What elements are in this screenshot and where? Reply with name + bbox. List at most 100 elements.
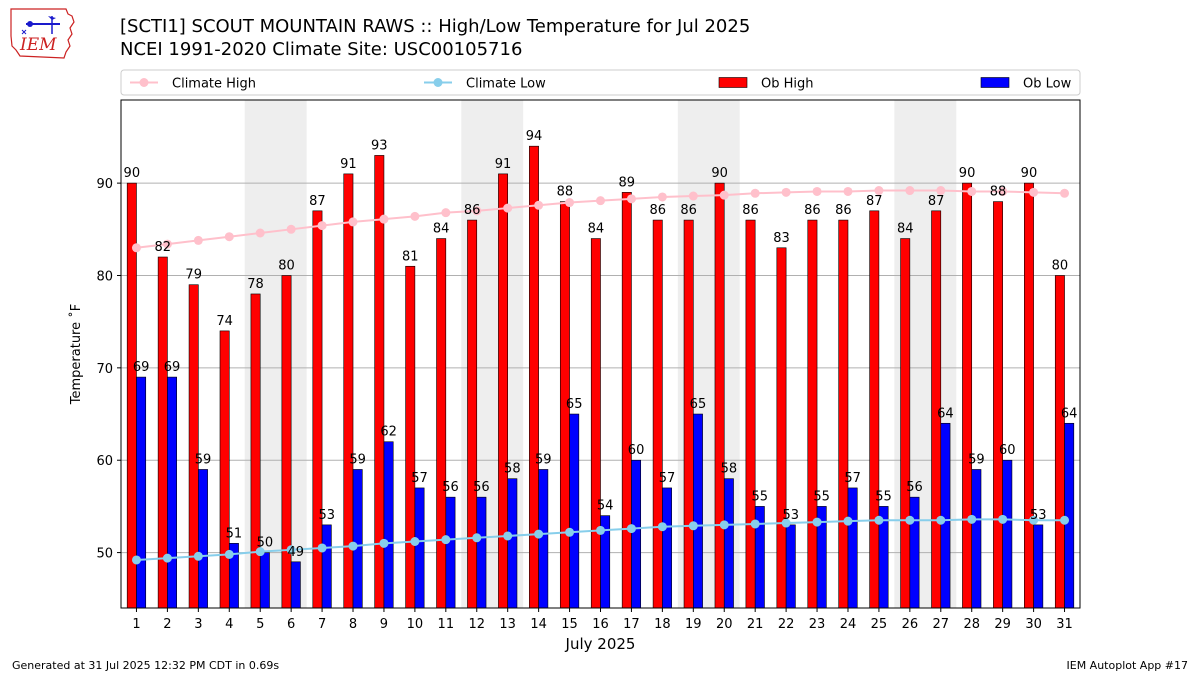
ob-low-bar — [321, 524, 332, 609]
ob-high-bar — [900, 238, 911, 609]
ob-low-bar — [136, 376, 147, 609]
climate-low-point — [441, 535, 451, 545]
climate-low-point — [224, 549, 234, 559]
climate-high-point — [967, 186, 977, 196]
climate-high-point — [1060, 188, 1070, 198]
ob-high-bar — [745, 219, 756, 609]
ob-high-bar — [838, 219, 849, 609]
y-axis-label: Temperature ˚F — [68, 304, 84, 405]
ob-low-label: 59 — [349, 452, 366, 467]
ob-low-label: 56 — [473, 480, 490, 495]
climate-high-point — [657, 192, 667, 202]
climate-low-point — [626, 524, 636, 534]
ob-low-bar — [569, 413, 580, 609]
ob-low-label: 59 — [535, 452, 552, 467]
climate-low-point — [286, 545, 296, 555]
y-tick-label: 60 — [96, 454, 113, 469]
x-tick-label: 27 — [933, 617, 950, 632]
x-tick-label: 15 — [561, 617, 578, 632]
ob-high-label: 84 — [433, 222, 450, 237]
ob-low-label: 54 — [597, 499, 614, 514]
chart-subtitle: NCEI 1991-2020 Climate Site: USC00105716 — [120, 39, 523, 60]
climate-high-point — [998, 186, 1008, 196]
climate-low-point — [812, 517, 822, 527]
climate-low-point — [534, 529, 544, 539]
ob-low-bar — [414, 487, 425, 609]
ob-low-label: 69 — [164, 360, 181, 375]
climate-high-point — [596, 196, 605, 206]
x-tick-label: 26 — [902, 617, 919, 632]
x-tick-label: 22 — [778, 617, 795, 632]
ob-high-label: 80 — [278, 258, 295, 273]
ob-low-bar — [1002, 459, 1013, 609]
app-label: IEM Autoplot App #17 — [1066, 659, 1189, 672]
x-tick-label: 18 — [654, 617, 671, 632]
x-tick-label: 13 — [499, 617, 516, 632]
ob-high-bar — [219, 330, 230, 609]
ob-low-bar — [971, 469, 982, 609]
climate-high-point — [224, 232, 234, 242]
climate-low-point — [472, 533, 482, 543]
ob-low-bar — [259, 552, 270, 609]
ob-low-label: 59 — [195, 452, 212, 467]
ob-high-label: 87 — [928, 194, 945, 209]
climate-low-point — [317, 543, 327, 553]
ob-low-label: 60 — [628, 443, 645, 458]
climate-high-legend-label: Climate High — [172, 77, 256, 92]
x-axis-label: July 2025 — [565, 635, 636, 653]
x-tick-label: 11 — [438, 617, 455, 632]
x-tick-label: 29 — [994, 617, 1011, 632]
ob-high-bar — [250, 293, 261, 609]
ob-high-bar — [652, 219, 663, 609]
climate-low-point — [843, 516, 853, 526]
climate-high-point — [503, 203, 513, 213]
climate-low-point — [719, 520, 729, 530]
climate-low-point — [131, 555, 141, 565]
x-tick-label: 12 — [468, 617, 485, 632]
ob-low-bar — [847, 487, 858, 609]
ob-high-bar — [590, 238, 601, 609]
climate-low-point — [967, 514, 977, 524]
climate-high-point — [750, 188, 760, 198]
ob-low-label: 60 — [999, 443, 1016, 458]
ob-high-label: 81 — [402, 249, 419, 264]
climate-low-point — [162, 553, 172, 563]
ob-high-label: 80 — [1052, 258, 1069, 273]
ob-high-bar — [1054, 275, 1065, 609]
ob-high-label: 78 — [247, 277, 264, 292]
ob-high-label: 87 — [866, 194, 883, 209]
ob-high-label: 74 — [216, 314, 233, 329]
ob-high-label: 90 — [1021, 166, 1038, 181]
x-tick-label: 6 — [287, 617, 295, 632]
ob-low-bar — [631, 459, 642, 609]
ob-low-bar — [507, 478, 518, 609]
ob-low-label: 57 — [659, 471, 676, 486]
ob-high-bar — [869, 210, 880, 609]
climate-high-point — [905, 186, 915, 196]
ob-low-label: 65 — [690, 397, 707, 412]
ob-high-legend-swatch — [718, 77, 748, 88]
x-tick-label: 4 — [225, 617, 233, 632]
ob-low-label: 58 — [721, 462, 738, 477]
ob-low-bar — [693, 413, 703, 609]
ob-high-label: 88 — [990, 185, 1007, 200]
climate-low-point — [998, 514, 1008, 524]
climate-low-point — [936, 515, 946, 525]
x-tick-label: 5 — [256, 617, 264, 632]
ob-low-label: 64 — [1061, 406, 1078, 421]
climate-low-point — [596, 525, 605, 535]
y-tick-label: 70 — [96, 362, 113, 377]
climate-low-point — [379, 538, 389, 548]
ob-low-label: 55 — [752, 489, 769, 504]
ob-low-label: 56 — [906, 480, 923, 495]
climate-low-point — [781, 518, 791, 528]
climate-low-point — [410, 536, 420, 546]
climate-high-point — [534, 200, 544, 210]
generated-timestamp: Generated at 31 Jul 2025 12:32 PM CDT in… — [12, 659, 280, 672]
ob-low-legend-swatch — [980, 77, 1010, 88]
ob-low-bar — [476, 496, 487, 609]
x-tick-label: 9 — [380, 617, 388, 632]
climate-high-point — [719, 190, 729, 200]
ob-low-label: 64 — [937, 406, 954, 421]
ob-high-label: 86 — [680, 203, 697, 218]
